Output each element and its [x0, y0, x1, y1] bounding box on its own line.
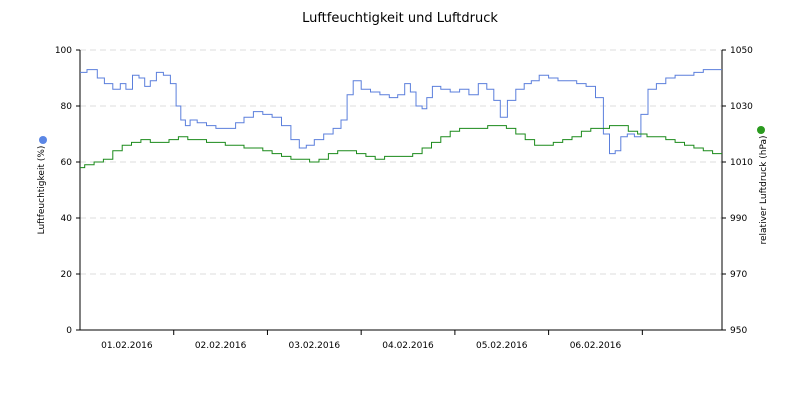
x-tick-label: 03.02.2016 [289, 341, 341, 351]
x-tick-label: 05.02.2016 [476, 341, 528, 351]
y-left-tick-label: 20 [61, 270, 73, 280]
grid-lines [80, 49, 722, 275]
y-left-tick-label: 80 [61, 102, 73, 112]
y-right-tick-label: 990 [730, 214, 747, 224]
chart-title: Luftfeuchtigkeit und Luftdruck [302, 11, 498, 26]
axes: 0 20 40 60 80 100 950 970 990 1010 1030 1050 01.02.2… [55, 46, 753, 351]
y-right-tick-label: 1010 [730, 158, 753, 168]
y-right-axis-title: relativer Luftdruck (hPa) [759, 135, 769, 244]
y-left-tick-label: 60 [61, 158, 73, 168]
series-layer [80, 69, 722, 169]
humidity-series-line [80, 69, 722, 155]
pressure-series-marker [757, 126, 765, 134]
x-tick-label: 04.02.2016 [382, 341, 434, 351]
x-tick-label: 01.02.2016 [101, 341, 153, 351]
y-left-tick-label: 40 [61, 214, 73, 224]
y-right-tick-label: 1050 [730, 46, 753, 56]
pressure-series-line [80, 125, 722, 169]
y-left-tick-label: 0 [66, 326, 72, 336]
x-tick-label: 02.02.2016 [195, 341, 247, 351]
y-left-axis-title: Luftfeuchtigkeit (%) [37, 146, 47, 235]
y-right-tick-label: 970 [730, 270, 747, 280]
x-tick-label: 06.02.2016 [570, 341, 622, 351]
humidity-series-marker [39, 136, 47, 144]
y-left-tick-label: 100 [55, 46, 72, 56]
y-right-tick-label: 950 [730, 326, 747, 336]
y-right-tick-label: 1030 [730, 102, 753, 112]
